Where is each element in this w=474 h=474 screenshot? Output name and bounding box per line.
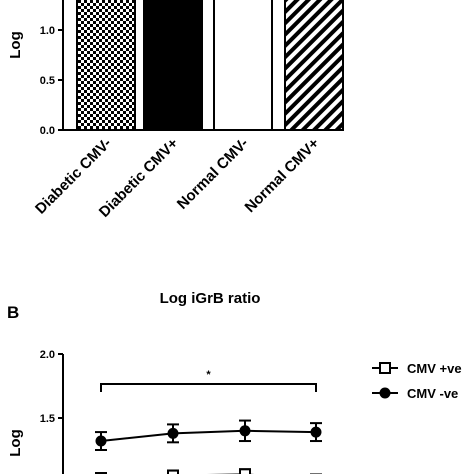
legend-label: CMV +ve (407, 361, 462, 376)
data-point (167, 427, 179, 439)
bar (143, 0, 203, 131)
panel-a-category-labels: Diabetic CMV-Diabetic CMV+Normal CMV-Nor… (32, 135, 323, 221)
category-label: Normal CMV+ (242, 135, 323, 216)
data-point (167, 469, 179, 474)
data-point (95, 435, 107, 447)
bar (284, 0, 344, 131)
panel-b-ylabel: Log (7, 429, 24, 457)
data-point (239, 468, 251, 474)
panel-b-y-tick-label: 1.5 (40, 413, 55, 425)
significance-bracket (100, 383, 317, 392)
panel-a-y-tick-label: 0.0 (40, 125, 55, 137)
panel-a-ylabel: Log (7, 31, 24, 59)
legend-marker (379, 387, 391, 399)
data-point (239, 425, 251, 437)
panel-b-letter: B (7, 303, 19, 322)
significance-star: * (206, 369, 211, 381)
panel-a-bars (76, 0, 344, 131)
legend-marker (379, 362, 391, 374)
panel-b-significance-bracket: * (100, 369, 317, 392)
panel-a-y-tick-label: 0.5 (40, 75, 55, 87)
bar (213, 0, 273, 131)
panel-b-title: Log iGrB ratio (160, 290, 261, 307)
panel-b-line-chart: B Log iGrB ratio Log 1.52.0 * CMV +veCMV… (7, 290, 462, 474)
data-point (310, 426, 322, 438)
panel-a-bar-chart: Log 0.00.51.01.5 Diabetic CMV-Diabetic C… (7, 0, 344, 221)
panel-b-y-tick-label: 2.0 (40, 349, 55, 361)
bar (76, 0, 136, 131)
legend-label: CMV -ve (407, 386, 458, 401)
panel-b-legend: CMV +ve CMV -ve (372, 361, 462, 401)
panel-a-y-tick-label: 1.0 (40, 25, 55, 37)
series-line (100, 429, 317, 443)
category-label: Normal CMV- (174, 135, 252, 213)
panel-b-y-axis: 1.5 2.0 (40, 349, 64, 474)
panel-b-series (95, 419, 322, 474)
